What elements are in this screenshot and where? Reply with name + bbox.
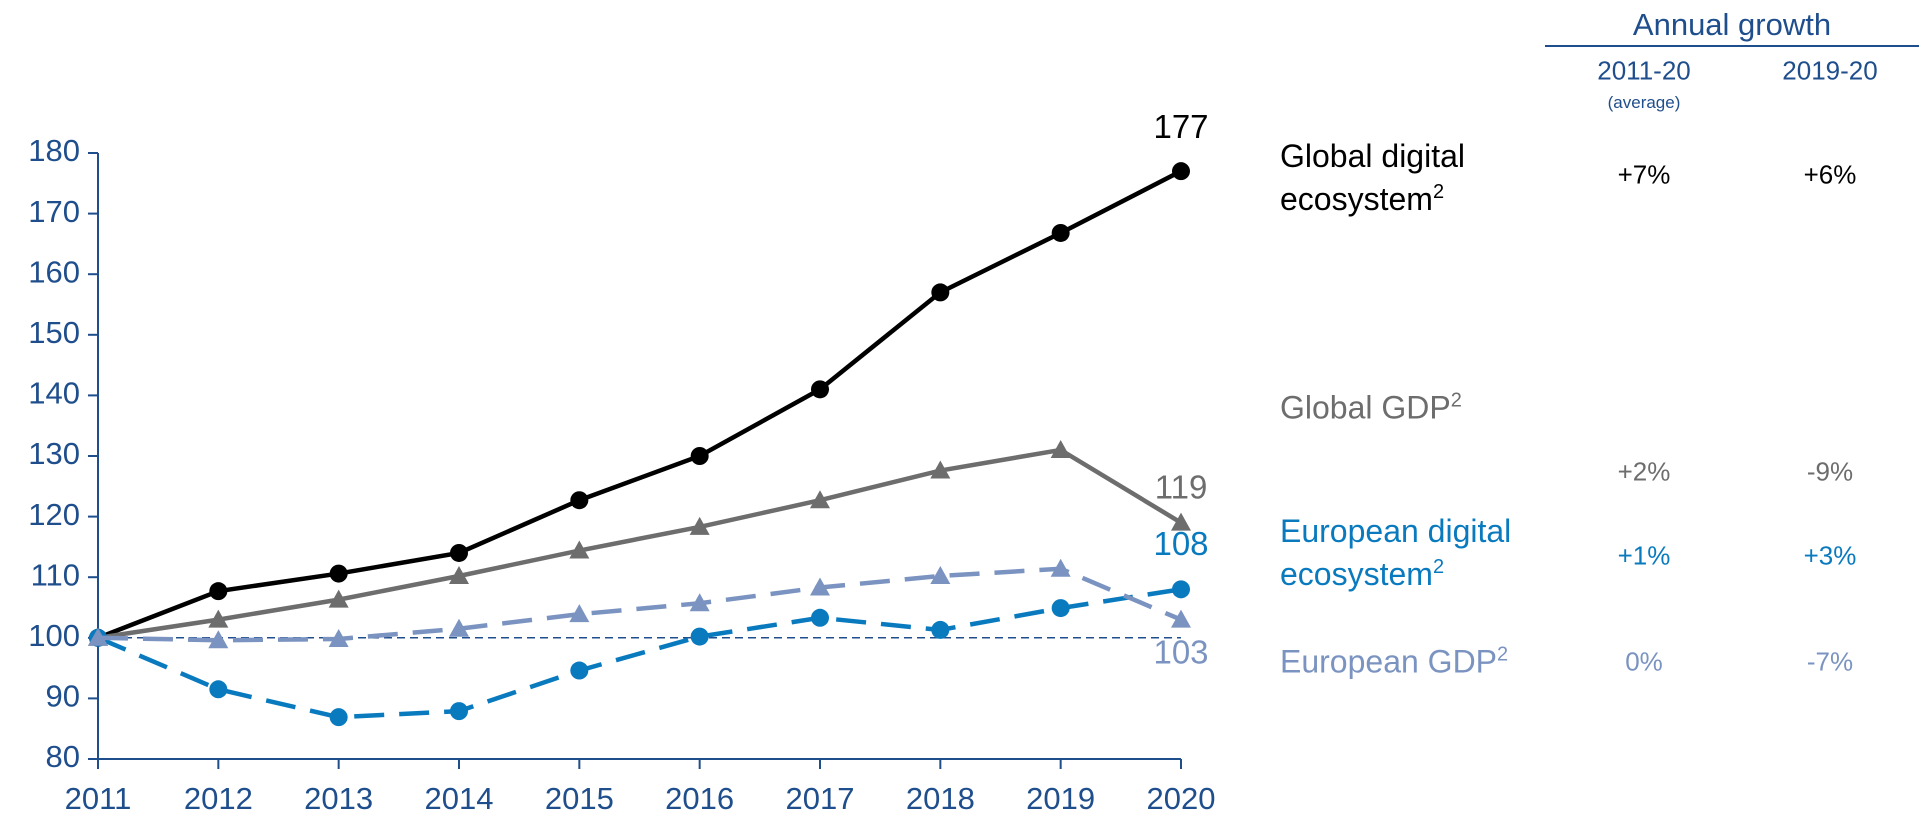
x-tick-label: 2015 xyxy=(545,781,614,816)
point xyxy=(811,380,829,399)
point xyxy=(328,629,349,648)
point xyxy=(449,618,469,637)
point xyxy=(689,516,710,535)
end-label: 103 xyxy=(1153,633,1208,670)
point xyxy=(1171,609,1191,628)
y-tick-label: 160 xyxy=(28,254,80,289)
x-tick-label: 2016 xyxy=(665,781,734,816)
point xyxy=(208,630,229,649)
table-rule xyxy=(1545,45,1919,47)
y-tick-label: 120 xyxy=(28,497,80,532)
column-note: (average) xyxy=(1607,93,1681,112)
series-name: Global digital ecosystem2 xyxy=(1280,135,1580,221)
footnote-mark: 2 xyxy=(1432,555,1445,578)
column-header: 2019-20 xyxy=(1782,55,1878,86)
series-name-text: Global GDP xyxy=(1280,389,1451,426)
point xyxy=(570,661,589,680)
x-tick-label: 2012 xyxy=(184,781,253,816)
series-name-text: European digital ecosystem xyxy=(1280,512,1512,592)
y-tick-label: 80 xyxy=(46,739,80,774)
table-title: Annual growth xyxy=(1632,7,1832,42)
y-tick-label: 150 xyxy=(28,315,80,350)
growth-value: +3% xyxy=(1803,540,1857,571)
series-line xyxy=(97,447,1183,641)
y-tick-label: 100 xyxy=(28,618,80,653)
point xyxy=(569,540,590,559)
point xyxy=(811,608,829,627)
point xyxy=(689,593,710,612)
point xyxy=(208,609,229,628)
point xyxy=(810,490,830,509)
column-header: 2011-20 xyxy=(1597,55,1691,86)
series-name: European GDP2 xyxy=(1280,641,1580,684)
footnote-mark: 2 xyxy=(1497,643,1509,666)
y-tick-label: 110 xyxy=(31,557,80,592)
y-tick-label: 180 xyxy=(28,133,80,168)
series-line xyxy=(97,566,1182,643)
point xyxy=(449,565,469,584)
point xyxy=(930,460,951,479)
point xyxy=(930,565,951,584)
x-tick-label: 2011 xyxy=(65,781,132,816)
point xyxy=(1172,162,1190,181)
point xyxy=(88,627,108,646)
point xyxy=(329,564,348,583)
y-tick-label: 130 xyxy=(28,436,80,471)
point xyxy=(1172,580,1190,599)
growth-value: 0% xyxy=(1625,646,1663,677)
growth-value: -7% xyxy=(1806,646,1854,677)
series-line xyxy=(97,169,1183,640)
growth-value: +1% xyxy=(1617,540,1671,571)
point xyxy=(450,702,468,721)
point xyxy=(450,543,468,562)
end-label: 119 xyxy=(1155,468,1208,505)
point xyxy=(209,680,228,699)
x-tick-label: 2019 xyxy=(1026,781,1095,816)
y-tick-label: 170 xyxy=(28,194,80,229)
series-name: Global GDP2 xyxy=(1280,387,1580,430)
x-tick-label: 2018 xyxy=(906,781,975,816)
growth-value: +7% xyxy=(1617,159,1671,190)
x-tick-label: 2020 xyxy=(1147,781,1216,816)
x-tick-label: 2013 xyxy=(304,781,373,816)
footnote-mark: 2 xyxy=(1432,180,1445,203)
point xyxy=(690,627,709,646)
y-tick-label: 140 xyxy=(28,376,80,411)
point xyxy=(931,283,950,302)
growth-value: -9% xyxy=(1806,456,1854,487)
end-label: 108 xyxy=(1153,525,1208,562)
point xyxy=(329,708,348,727)
point xyxy=(1050,558,1071,577)
point xyxy=(328,589,349,608)
end-label: 177 xyxy=(1153,108,1208,145)
series-line xyxy=(97,587,1182,720)
point xyxy=(1051,599,1070,618)
point xyxy=(1171,512,1191,531)
growth-value: +6% xyxy=(1803,159,1857,190)
point xyxy=(569,604,590,623)
series-name-text: European GDP xyxy=(1280,643,1498,680)
series-name-text: Global digital ecosystem xyxy=(1280,137,1465,217)
footnote-mark: 2 xyxy=(1450,389,1462,412)
point xyxy=(1050,439,1071,458)
point xyxy=(1051,223,1070,242)
x-tick-label: 2014 xyxy=(425,781,494,816)
y-tick-label: 90 xyxy=(46,679,80,714)
point xyxy=(690,447,709,465)
point xyxy=(570,491,589,510)
series-name: European digital ecosystem2 xyxy=(1280,510,1580,596)
point xyxy=(931,620,950,639)
growth-value: +2% xyxy=(1617,456,1671,487)
x-tick-label: 2017 xyxy=(786,781,855,816)
point xyxy=(209,582,228,601)
point xyxy=(810,577,830,596)
